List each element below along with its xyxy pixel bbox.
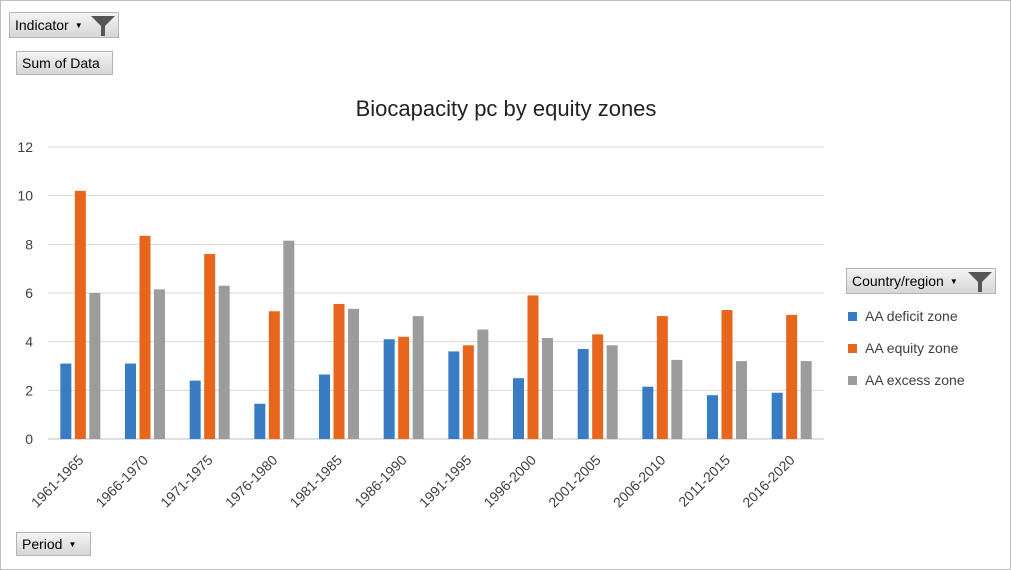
bar-deficit — [577, 348, 589, 439]
bar-excess — [218, 285, 230, 439]
sum-of-data-button[interactable]: Sum of Data — [16, 51, 113, 75]
legend-swatch — [848, 311, 857, 321]
bar-excess — [154, 289, 165, 439]
bar-excess — [736, 361, 747, 439]
bar-excess — [542, 338, 553, 439]
x-tick-label: 2001-2005 — [545, 452, 604, 511]
x-tick-label: 1981-1985 — [286, 452, 345, 511]
y-tick-label: 10 — [17, 188, 33, 204]
bar-excess — [412, 316, 424, 439]
bar-excess — [800, 361, 812, 439]
bar-excess — [89, 293, 101, 439]
bar-excess — [606, 345, 618, 439]
country-region-filter-label: Country/region — [852, 273, 944, 289]
bar-deficit — [60, 363, 72, 439]
x-tick-label: 2011-2015 — [675, 452, 733, 510]
x-axis: 1961-1965 1966-1970 1971-1975 1976-1980 1981… — [28, 452, 798, 511]
y-tick-label: 8 — [25, 236, 33, 252]
y-tick-label: 12 — [17, 139, 33, 155]
y-tick-label: 0 — [25, 431, 33, 447]
bar-equity — [462, 345, 474, 439]
legend-swatch — [848, 375, 857, 385]
bar-equity — [333, 303, 345, 439]
bar-equity — [592, 334, 604, 439]
grid-lines — [48, 146, 824, 440]
bar-equity — [398, 336, 410, 439]
bar-equity — [204, 254, 216, 439]
sum-of-data-label: Sum of Data — [22, 55, 100, 71]
bar-deficit — [319, 374, 330, 439]
y-tick-label: 4 — [25, 334, 33, 350]
bar-deficit — [383, 339, 395, 439]
x-tick-label: 2016-2020 — [739, 452, 798, 511]
x-tick-label: 1961-1965 — [28, 452, 87, 511]
x-tick-label: 2006-2010 — [610, 452, 669, 511]
bar-excess — [671, 359, 683, 439]
bar-equity — [527, 295, 539, 439]
bar-equity — [139, 235, 151, 439]
indicator-filter-label: Indicator — [15, 17, 69, 33]
indicator-filter-button[interactable]: Indicator ▼ — [9, 12, 119, 38]
period-filter-button[interactable]: Period ▼ — [16, 532, 91, 556]
x-tick-label: 1966-1970 — [92, 452, 151, 511]
x-tick-label: 1971-1975 — [157, 452, 216, 511]
y-axis: 0 2 4 6 8 10 12 — [17, 139, 33, 447]
bar-deficit — [254, 403, 266, 439]
legend-item: AA equity zone — [848, 332, 965, 364]
legend-label: AA excess zone — [865, 372, 965, 388]
y-tick-label: 6 — [25, 285, 33, 301]
legend-label: AA deficit zone — [865, 308, 958, 324]
bar-deficit — [189, 380, 201, 439]
bar-deficit — [642, 386, 654, 439]
x-tick-label: 1996-2000 — [480, 452, 539, 511]
bar-excess — [348, 308, 359, 439]
bar-deficit — [771, 392, 783, 439]
bar-deficit — [513, 378, 524, 439]
bars — [60, 190, 812, 439]
dropdown-arrow-icon: ▼ — [74, 20, 83, 30]
dropdown-arrow-icon: ▼ — [949, 276, 958, 286]
bar-excess — [283, 240, 295, 439]
x-tick-label: 1976-1980 — [222, 452, 281, 511]
bar-deficit — [707, 395, 718, 439]
legend-item: AA deficit zone — [848, 300, 965, 332]
chart-title: Biocapacity pc by equity zones — [356, 96, 657, 121]
filter-funnel-icon — [968, 272, 992, 292]
legend-label: AA equity zone — [865, 340, 959, 356]
legend: AA deficit zone AA equity zone AA excess z… — [848, 300, 965, 396]
filter-funnel-icon — [91, 16, 115, 36]
bar-equity — [74, 190, 86, 439]
x-tick-label: 1991-1995 — [416, 452, 475, 511]
bar-equity — [656, 316, 668, 439]
x-tick-label: 1986-1990 — [351, 452, 410, 511]
dropdown-arrow-icon: ▼ — [68, 539, 77, 549]
y-tick-label: 2 — [25, 382, 33, 398]
country-region-filter-button[interactable]: Country/region ▼ — [846, 268, 996, 294]
bar-deficit — [125, 363, 136, 439]
legend-item: AA excess zone — [848, 364, 965, 396]
bar-deficit — [448, 351, 460, 439]
period-filter-label: Period — [22, 536, 63, 552]
bar-equity — [786, 314, 798, 439]
bar-excess — [477, 329, 489, 439]
bar-equity — [268, 311, 280, 439]
bar-equity — [721, 310, 733, 439]
legend-swatch — [848, 343, 857, 353]
